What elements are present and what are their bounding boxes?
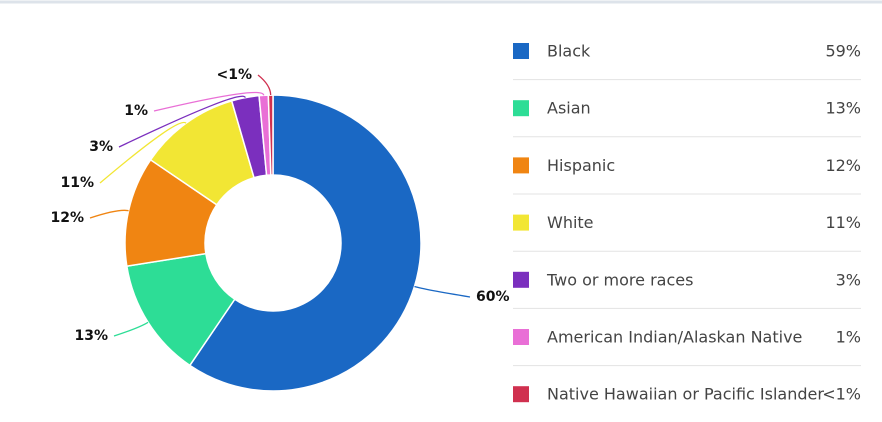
legend-label: White [547,213,594,232]
legend-value: 13% [825,99,861,118]
legend-label: Hispanic [547,156,615,175]
legend-value: 11% [825,213,861,232]
legend-value: 1% [836,328,861,347]
leader-line [414,285,471,298]
legend-swatch [513,157,529,174]
donut-slice [267,94,274,176]
legend-label: Two or more races [546,270,693,289]
legend-label: Asian [547,99,591,118]
leader-line [89,209,129,219]
legend-value: 3% [836,270,861,289]
legend-value: 59% [825,42,861,61]
leader-line [113,321,149,337]
leader-line [99,121,187,184]
legend-label: Native Hawaiian or Pacific Islander [547,385,824,404]
legend-label: Black [547,42,591,61]
leader-line [153,91,265,112]
legend-value: <1% [822,385,861,404]
data-label: 12% [50,210,84,226]
legend-label: American Indian/Alaskan Native [547,328,802,347]
data-label: 60% [476,289,510,305]
legend-swatch [513,329,529,345]
data-label: 1% [124,103,148,119]
data-label: 3% [89,139,113,155]
legend-swatch [513,386,529,403]
data-label: 13% [74,328,108,344]
legend-swatch [513,271,529,288]
legend-value: 12% [825,156,861,175]
data-label: 11% [60,175,94,191]
legend-swatch [513,43,529,59]
donut-slice [188,94,422,392]
legend-swatch [513,100,529,117]
data-label: <1% [217,67,253,83]
legend-swatch [513,214,529,231]
leader-line [257,74,272,96]
leader-line [118,95,246,148]
